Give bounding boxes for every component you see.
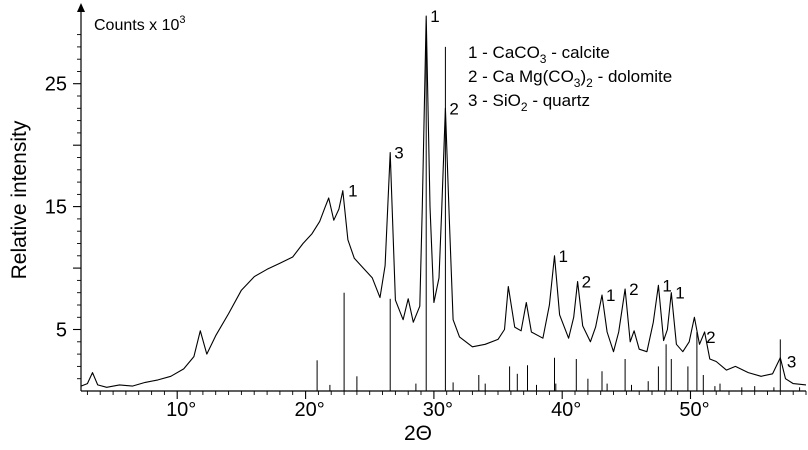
y-tick-label: 5: [56, 320, 67, 342]
peak-label: 1: [675, 284, 684, 303]
legend-entry: 3 - SiO2 - quartz: [468, 91, 590, 114]
y-units-label: Counts x 103: [94, 14, 186, 34]
x-tick-label: 20°: [294, 399, 324, 421]
peak-label: 1: [348, 182, 357, 201]
major-ticks: [73, 83, 692, 399]
x-tick-label: 50°: [679, 399, 709, 421]
peak-label: 1: [606, 286, 615, 305]
legend-entry: 2 - Ca Mg(CO3)2 - dolomite: [468, 67, 672, 90]
peak-label: 2: [449, 99, 458, 118]
x-axis-title: 2Θ: [404, 422, 432, 445]
x-tick-label: 40°: [551, 399, 581, 421]
peak-label: 1: [559, 247, 568, 266]
y-tick-label: 15: [45, 197, 67, 219]
reference-lines: [316, 40, 801, 391]
minor-ticks: [77, 34, 807, 395]
y-tick-label: 25: [45, 74, 67, 96]
y-axis-arrow-icon: [77, 3, 85, 12]
peak-label: 1: [662, 276, 671, 295]
peak-label: 2: [582, 273, 591, 292]
peak-label: 2: [706, 328, 715, 347]
x-tick-label: 30°: [423, 399, 453, 421]
peak-label: 3: [787, 353, 796, 372]
legend-entry: 1 - CaCO3 - calcite: [468, 43, 610, 66]
peak-label: 1: [430, 7, 439, 26]
y-axis-title: Relative intensity: [8, 120, 31, 279]
x-tick-label: 10°: [166, 399, 196, 421]
peak-label: 2: [629, 280, 638, 299]
axes: [77, 3, 806, 392]
diffraction-pattern-line: [80, 15, 807, 388]
tick-labels: 10° 20° 30° 40° 50° 5 15 25: [45, 74, 710, 421]
peak-label: 3: [394, 144, 403, 163]
